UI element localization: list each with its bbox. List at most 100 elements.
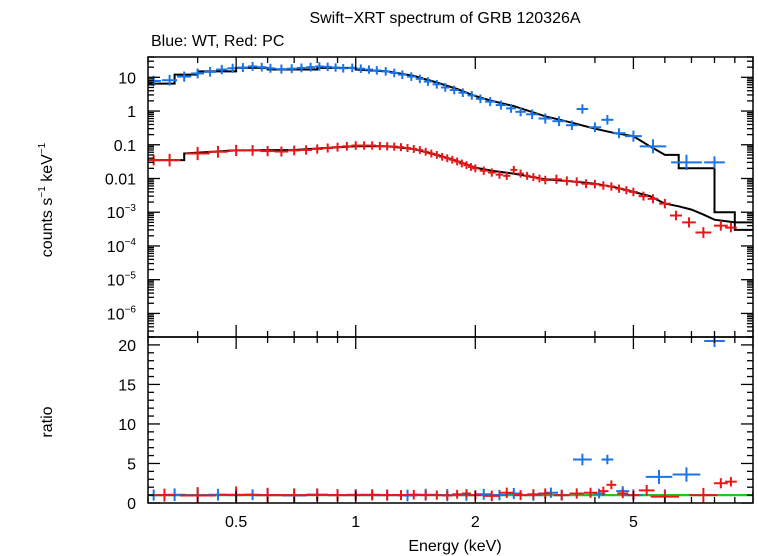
- data-point-wt: [381, 67, 391, 76]
- data-point-pc: [472, 164, 479, 173]
- ratio-point-pc: [379, 489, 395, 501]
- ratio-point-pc: [407, 489, 420, 500]
- frame-layer: [147, 56, 754, 504]
- data-point-wt: [612, 128, 626, 139]
- ratio-point-pc: [461, 489, 472, 498]
- ratio-frame: [147, 336, 754, 504]
- ratio-point-pc: [483, 490, 500, 502]
- y-axis-label-mid: keV: [39, 154, 56, 186]
- data-point-pc: [360, 141, 369, 150]
- data-point-wt: [538, 113, 553, 124]
- ratio-point-pc: [513, 490, 528, 501]
- ratio-point-pc: [152, 488, 177, 502]
- y-tick-label: 0.01: [105, 172, 136, 189]
- data-point-wt: [588, 122, 602, 133]
- data-point-pc: [561, 176, 572, 186]
- ratio-point-pc: [725, 476, 737, 487]
- data-point-pc: [479, 166, 488, 175]
- data-point-pc: [351, 141, 361, 150]
- data-point-pc: [647, 194, 659, 204]
- y-axis-label-ratio: ratio: [39, 406, 56, 437]
- data-point-pc: [148, 154, 161, 166]
- data-point-pc: [607, 182, 616, 191]
- model-line-wt: [148, 66, 753, 231]
- data-point-pc: [487, 168, 496, 177]
- data-point-pc: [517, 169, 524, 178]
- y-tick-label: 1: [127, 104, 136, 121]
- ratio-point-pc: [419, 490, 432, 500]
- ratio-point-pc: [442, 490, 453, 501]
- data-point-pc: [503, 171, 511, 180]
- data-point-pc: [581, 179, 591, 189]
- y-tick-label: 0.1: [114, 138, 136, 155]
- data-point-pc: [454, 157, 461, 166]
- y-tick-label: 10−6: [107, 304, 137, 323]
- data-point-wt: [356, 64, 366, 73]
- data-point-pc: [713, 220, 728, 231]
- data-point-pc: [433, 151, 440, 159]
- y-tick-label-exp: −3: [125, 203, 137, 214]
- data-point-pc: [422, 147, 429, 156]
- data-point-wt: [440, 83, 450, 92]
- y-tick-label: 10−3: [107, 203, 137, 222]
- y-axis-label-exp2: −1: [37, 142, 48, 154]
- data-point-pc: [439, 152, 446, 161]
- data-point-wt: [601, 114, 614, 125]
- data-point-wt: [390, 68, 399, 78]
- x-tick-label: 2: [471, 514, 480, 531]
- data-point-pc: [659, 198, 671, 209]
- ratio-point-pc: [431, 490, 443, 500]
- data-point-wt: [306, 62, 316, 72]
- ratio-point-pc: [638, 484, 655, 496]
- ratio-point-wt: [601, 454, 614, 465]
- data-point-wt: [286, 64, 297, 74]
- y-tick-label-base: 10: [107, 205, 125, 222]
- data-point-wt: [365, 65, 374, 74]
- data-point-pc: [185, 146, 210, 161]
- model-line-pc: [148, 145, 753, 224]
- data-point-wt: [265, 63, 276, 73]
- ratio-point-pc: [598, 486, 609, 496]
- data-point-wt: [566, 120, 578, 130]
- y-tick-label: 10: [118, 70, 136, 87]
- data-point-wt: [704, 156, 725, 169]
- data-point-pc: [682, 217, 696, 228]
- y-tick-label-exp: −6: [125, 304, 137, 315]
- data-point-pc: [342, 141, 352, 151]
- plot-layer: [148, 62, 753, 503]
- data-point-pc: [551, 174, 562, 184]
- y-axis-label-spectrum: counts s−1 keV−1: [37, 142, 56, 257]
- data-point-wt: [475, 94, 486, 104]
- data-point-wt: [624, 130, 642, 142]
- data-point-pc: [383, 142, 391, 151]
- data-point-pc: [368, 141, 377, 150]
- data-point-pc: [571, 177, 582, 187]
- data-point-wt: [639, 139, 667, 154]
- data-point-pc: [449, 155, 456, 164]
- ratio-point-pc: [553, 489, 570, 501]
- data-point-pc: [288, 145, 301, 156]
- data-point-pc: [311, 144, 323, 154]
- data-point-wt: [372, 66, 381, 75]
- data-point-pc: [444, 154, 451, 163]
- data-point-pc: [404, 144, 411, 152]
- spectrum-panel: [148, 62, 753, 238]
- data-point-pc: [410, 145, 417, 153]
- x-tick-label: 1: [351, 514, 360, 531]
- ratio-point-pc: [606, 480, 617, 490]
- data-point-pc: [510, 165, 518, 174]
- data-point-wt: [257, 62, 267, 72]
- x-axis-label: Energy (keV): [408, 538, 501, 555]
- data-point-pc: [523, 171, 531, 180]
- y-axis-label-base: counts s: [39, 198, 56, 258]
- data-point-wt: [415, 74, 425, 84]
- data-point-pc: [158, 153, 181, 167]
- ratio-point-pc: [452, 489, 462, 499]
- data-point-wt: [515, 107, 526, 117]
- y-tick-label-base: 10: [107, 306, 125, 323]
- data-point-wt: [485, 97, 496, 107]
- data-point-pc: [416, 146, 423, 154]
- data-point-wt: [671, 154, 702, 171]
- data-point-wt: [276, 64, 287, 74]
